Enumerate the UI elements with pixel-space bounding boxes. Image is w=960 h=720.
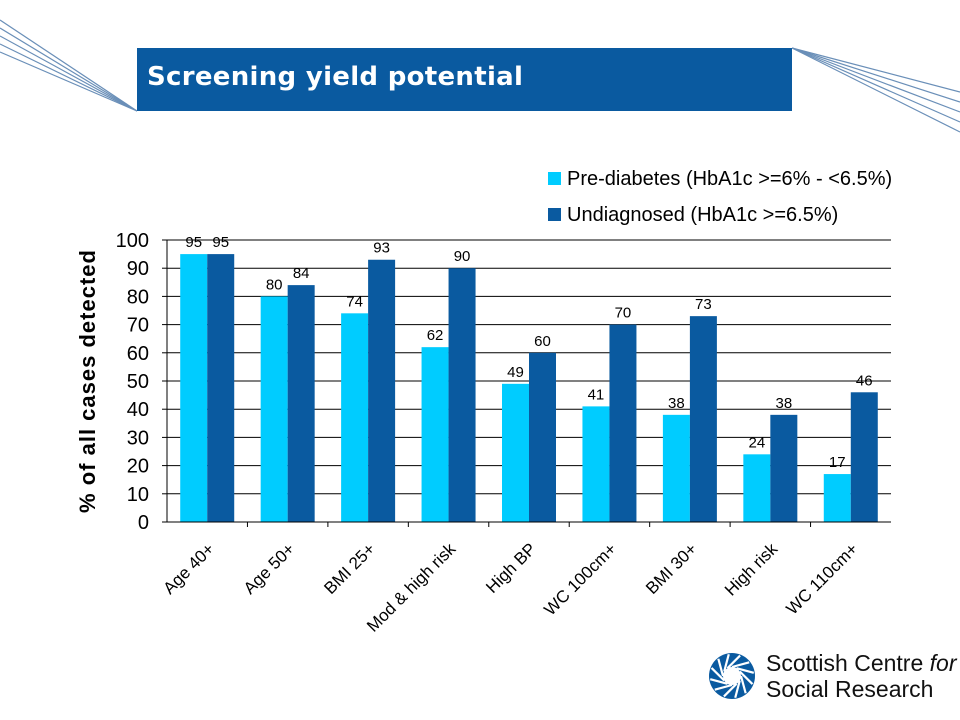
legend-swatch	[548, 208, 561, 221]
aperture-blade	[736, 667, 755, 674]
y-tick-label: 40	[127, 399, 149, 421]
aperture-blade	[734, 680, 741, 699]
logo-text-line2: Social Research	[766, 676, 934, 702]
data-labels: 95 95 80 84 74 93 62 90 49 60 41 70 38 73 24 38 17 46	[185, 234, 872, 471]
bar	[180, 254, 208, 522]
y-tick-label: 60	[127, 343, 149, 365]
decorative-lines-right	[791, 47, 960, 133]
data-label: 73	[695, 296, 712, 313]
aperture-blade	[726, 654, 741, 669]
bar	[207, 254, 235, 522]
y-tick-label: 10	[127, 484, 149, 506]
logo-text-line1: Scottish Centre for	[766, 650, 956, 677]
bar	[582, 406, 610, 522]
data-label: 41	[588, 386, 605, 403]
x-tick-label: WC 100cm+	[540, 539, 620, 619]
y-tick-label: 30	[127, 427, 149, 449]
aperture-logo-icon	[709, 653, 755, 699]
y-tick-label: 50	[127, 371, 149, 393]
aperture-blade	[723, 653, 730, 672]
axes	[166, 240, 891, 523]
legend: Pre-diabetes (HbA1c >=6% - <6.5%) Undiagn…	[548, 168, 892, 226]
data-label: 38	[668, 395, 685, 412]
x-tick-label: BMI 25+	[320, 539, 379, 598]
aperture-blade	[739, 670, 754, 685]
bar	[743, 454, 771, 522]
bar	[850, 392, 878, 522]
data-label: 95	[212, 234, 229, 251]
bar	[287, 285, 315, 522]
y-tick-label: 20	[127, 456, 149, 478]
x-tick-label: High BP	[482, 539, 540, 597]
bar-chart: 95 95 80 84 74 93 62 90 49 60 41 70 38 73 24 38 17 46 0 10…	[75, 168, 892, 636]
decorative-lines-left	[0, 19, 138, 112]
y-axis-label: % of all cases detected	[75, 249, 100, 513]
x-axis-labels: Age 40+ Age 50+ BMI 25+Mod & high risk High…	[159, 522, 862, 636]
bar	[368, 259, 396, 522]
data-label: 62	[427, 327, 444, 344]
x-tick-label: Age 50+	[240, 539, 299, 598]
bar	[260, 296, 288, 522]
x-tick-label: BMI 30+	[642, 539, 701, 598]
data-label: 90	[454, 248, 471, 265]
y-tick-label: 80	[127, 286, 149, 308]
y-tick-label: 90	[127, 258, 149, 280]
x-tick-label: Age 40+	[159, 539, 218, 598]
bar	[609, 324, 637, 522]
y-axis-ticks: 0 10 20 30 40 50 60 70 80 90 100	[116, 230, 167, 534]
x-tick-label: WC 110cm+	[783, 539, 862, 618]
data-label: 70	[615, 305, 632, 322]
aperture-blade	[709, 678, 728, 685]
bar	[662, 414, 690, 522]
legend-label: Pre-diabetes (HbA1c >=6% - <6.5%)	[567, 168, 892, 190]
title-banner: Screening yield potential	[137, 48, 792, 111]
bar	[341, 313, 369, 522]
bar	[689, 316, 717, 522]
page-title: Screening yield potential	[147, 62, 524, 92]
bar	[448, 268, 476, 522]
aperture-blade	[723, 683, 738, 698]
bar	[421, 347, 449, 522]
data-label: 49	[507, 364, 524, 381]
logo-text-line1-italic: for	[929, 650, 957, 676]
bar	[823, 474, 851, 522]
aperture-blade	[710, 667, 725, 682]
data-label: 60	[534, 333, 551, 350]
data-label: 38	[775, 395, 792, 412]
logo-text-line1-main: Scottish Centre	[766, 650, 930, 676]
data-label: 95	[185, 234, 202, 251]
x-tick-label: High risk	[721, 539, 782, 600]
y-tick-label: 0	[138, 512, 149, 534]
bar	[529, 352, 556, 522]
data-label: 80	[266, 276, 283, 293]
data-label: 46	[856, 372, 873, 389]
data-label: 93	[373, 240, 390, 257]
y-tick-label: 100	[116, 230, 149, 252]
bar	[770, 414, 798, 522]
aperture-blade	[717, 658, 725, 677]
aperture-blade	[714, 683, 733, 691]
aperture-blade	[731, 661, 750, 669]
legend-swatch	[548, 172, 561, 185]
y-tick-label: 70	[127, 315, 149, 337]
bars	[180, 254, 878, 522]
data-label: 74	[346, 293, 363, 310]
data-label: 84	[293, 265, 310, 282]
bar	[502, 383, 529, 522]
organization-logo: Scottish Centre for Social Research	[708, 648, 956, 708]
data-label: 17	[829, 454, 846, 471]
aperture-blade	[739, 675, 747, 694]
legend-label: Undiagnosed (HbA1c >=6.5%)	[567, 204, 838, 226]
data-label: 24	[748, 434, 765, 451]
